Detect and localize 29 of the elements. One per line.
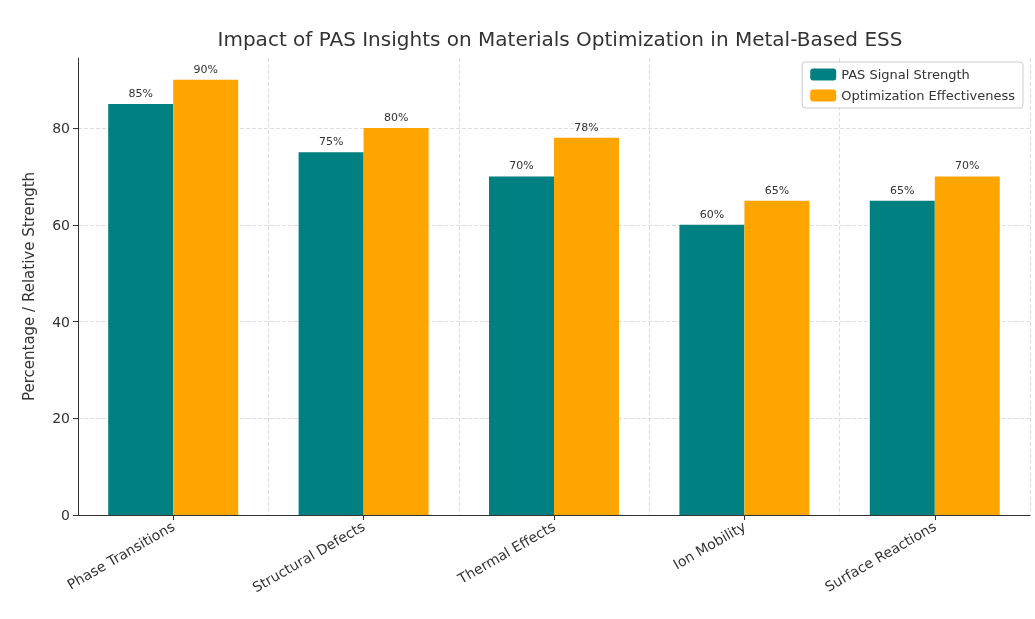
- data-label: 85%: [128, 86, 153, 100]
- y-tick-label: 80: [52, 120, 70, 137]
- data-label: 60%: [699, 207, 725, 221]
- y-tick-label: 60: [52, 216, 70, 233]
- data-label: 65%: [890, 183, 915, 197]
- bar: [489, 176, 554, 515]
- y-tick-label: 0: [61, 507, 70, 523]
- legend-label: Optimization Effectiveness: [841, 88, 1016, 103]
- data-label: 78%: [574, 120, 599, 134]
- data-label: 90%: [193, 62, 218, 76]
- bar: [869, 200, 935, 515]
- y-axis-title: Percentage / Relative Strength: [19, 171, 38, 402]
- bar: [934, 176, 1000, 515]
- bar: [173, 79, 239, 515]
- y-tick-label: 40: [52, 313, 70, 330]
- bar: [744, 200, 810, 515]
- data-label: 75%: [318, 135, 344, 149]
- data-label: 70%: [509, 159, 534, 173]
- bar: [363, 128, 429, 515]
- data-label: 65%: [764, 183, 790, 197]
- legend-label: PAS Signal Strength: [841, 67, 970, 82]
- bar: [108, 103, 174, 515]
- data-label: 80%: [383, 111, 409, 125]
- bar: [298, 152, 364, 515]
- data-label: 70%: [955, 159, 980, 173]
- y-tick-label: 20: [52, 410, 70, 427]
- bar: [554, 137, 619, 515]
- bar: [679, 224, 745, 515]
- chart-title: Impact of PAS Insights on Materials Optimization in Metal-Based ESS: [217, 27, 903, 51]
